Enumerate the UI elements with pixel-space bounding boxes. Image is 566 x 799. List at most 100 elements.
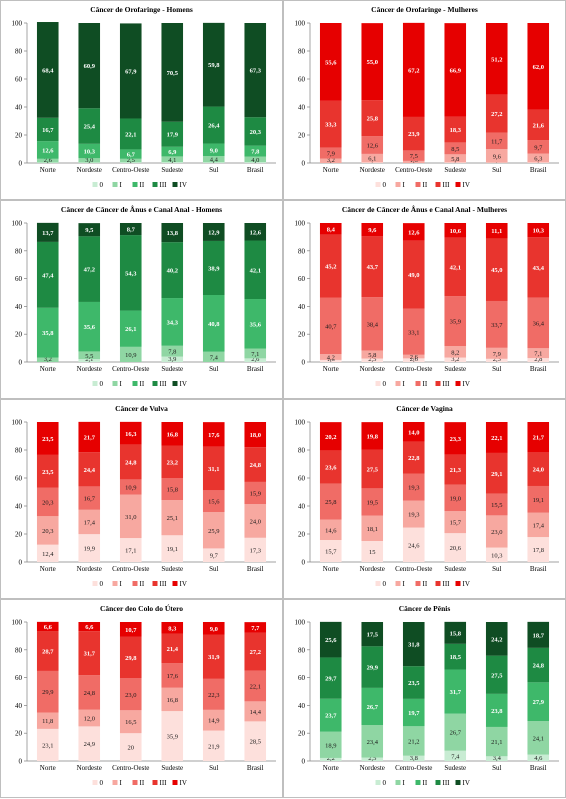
data-label: 7,1 <box>251 351 259 358</box>
legend-label: II <box>140 181 145 189</box>
data-label: 24,0 <box>533 467 544 474</box>
data-label: 4,1 <box>168 157 176 164</box>
data-label: 23,5 <box>42 436 54 443</box>
data-label: 33,1 <box>408 329 419 336</box>
y-tick-label: 60 <box>15 674 23 682</box>
legend-swatch <box>153 581 158 586</box>
x-tick-label: Nordeste <box>360 166 385 174</box>
x-tick-label: Centro-Oeste <box>395 166 432 174</box>
data-label: 4,2 <box>327 354 335 361</box>
data-label: 10,6 <box>450 228 462 235</box>
x-tick-label: Sul <box>209 365 218 373</box>
stacked-bar-chart: 02040608010012,420,320,323,523,5Norte19,… <box>1 400 284 600</box>
data-label: 31,0 <box>125 514 136 521</box>
y-tick-label: 0 <box>19 559 23 567</box>
data-label: 62,0 <box>533 64 544 71</box>
x-tick-label: Sudeste <box>444 565 466 573</box>
data-label: 14,9 <box>208 718 219 725</box>
legend-swatch <box>376 780 381 785</box>
data-label: 18,0 <box>250 432 261 439</box>
data-label: 36,4 <box>533 320 545 327</box>
y-tick-label: 40 <box>15 104 23 112</box>
legend-label: 0 <box>383 181 387 189</box>
data-label: 28,5 <box>250 739 261 746</box>
legend-swatch <box>436 780 441 785</box>
y-tick-label: 20 <box>15 331 23 339</box>
y-tick-label: 20 <box>15 531 23 539</box>
y-tick-label: 0 <box>302 359 306 367</box>
y-tick-label: 100 <box>295 20 306 28</box>
data-label: 9,6 <box>368 227 377 234</box>
data-label: 45,2 <box>325 264 336 271</box>
y-tick-label: 80 <box>298 48 306 56</box>
data-label: 40,2 <box>167 268 178 275</box>
data-label: 21,2 <box>408 738 419 745</box>
data-label: 17,6 <box>167 673 179 680</box>
x-tick-label: Brasil <box>530 764 547 772</box>
data-label: 5,5 <box>85 353 93 360</box>
legend-label: II <box>423 181 428 189</box>
y-tick-label: 0 <box>19 359 23 367</box>
legend-label: I <box>120 181 123 189</box>
y-tick-label: 40 <box>15 303 23 311</box>
data-label: 29,8 <box>125 655 137 662</box>
data-label: 21,4 <box>167 646 179 653</box>
legend-swatch <box>416 581 421 586</box>
y-tick-label: 0 <box>302 559 306 567</box>
legend-swatch <box>173 581 178 586</box>
data-label: 10,3 <box>491 552 502 559</box>
legend-swatch <box>173 381 178 386</box>
data-label: 6,7 <box>127 152 136 159</box>
x-tick-label: Brasil <box>530 166 547 174</box>
y-tick-label: 80 <box>298 447 306 455</box>
data-label: 23,9 <box>408 131 420 138</box>
data-label: 9,6 <box>493 153 502 160</box>
y-tick-label: 20 <box>298 132 306 140</box>
data-label: 17,1 <box>125 548 136 555</box>
legend-label: I <box>120 380 123 388</box>
y-tick-label: 80 <box>298 646 306 654</box>
stacked-bar-chart: 02040608010023,111,829,928,76,6Norte24,9… <box>1 600 284 799</box>
data-label: 29,1 <box>491 471 502 478</box>
legend-label: III <box>160 779 168 787</box>
x-tick-label: Norte <box>323 565 339 573</box>
stacked-bar-chart: 0204060801000,42,612,616,768,4Norte0,43,… <box>1 1 284 201</box>
legend-label: III <box>443 181 451 189</box>
data-label: 5,8 <box>451 156 459 163</box>
data-label: 8,4 <box>327 226 336 233</box>
y-tick-label: 80 <box>298 247 306 255</box>
data-label: 27,2 <box>491 111 502 118</box>
data-label: 13,8 <box>167 230 179 237</box>
data-label: 7,4 <box>451 753 460 760</box>
data-label: 10,9 <box>125 485 136 492</box>
y-tick-label: 20 <box>15 730 23 738</box>
data-label: 24,8 <box>250 462 262 469</box>
data-label: 7,9 <box>327 150 335 157</box>
data-label: 18,1 <box>367 526 378 533</box>
y-tick-label: 60 <box>298 76 306 84</box>
legend-swatch <box>456 780 461 785</box>
legend-label: IV <box>463 779 470 787</box>
legend-label: III <box>443 779 451 787</box>
data-label: 22,1 <box>250 684 261 691</box>
data-label: 9,0 <box>210 626 218 633</box>
legend-swatch <box>436 581 441 586</box>
data-label: 24,8 <box>533 663 545 670</box>
data-label: 16,5 <box>125 719 136 726</box>
data-label: 16,3 <box>125 431 137 438</box>
data-label: 3,9 <box>168 356 176 363</box>
x-tick-label: Sudeste <box>444 764 466 772</box>
y-tick-label: 40 <box>15 702 23 710</box>
legend-swatch <box>113 182 118 187</box>
data-label: 20,3 <box>250 129 262 136</box>
data-label: 2,6 <box>410 354 419 361</box>
y-tick-label: 20 <box>298 331 306 339</box>
data-label: 24,9 <box>84 741 95 748</box>
legend-swatch <box>436 182 441 187</box>
data-label: 67,2 <box>408 67 419 74</box>
y-tick-label: 80 <box>15 646 23 654</box>
y-tick-label: 100 <box>12 220 23 228</box>
data-label: 7,9 <box>493 351 501 358</box>
data-label: 9,0 <box>210 147 218 154</box>
data-label: 20,6 <box>450 545 462 552</box>
